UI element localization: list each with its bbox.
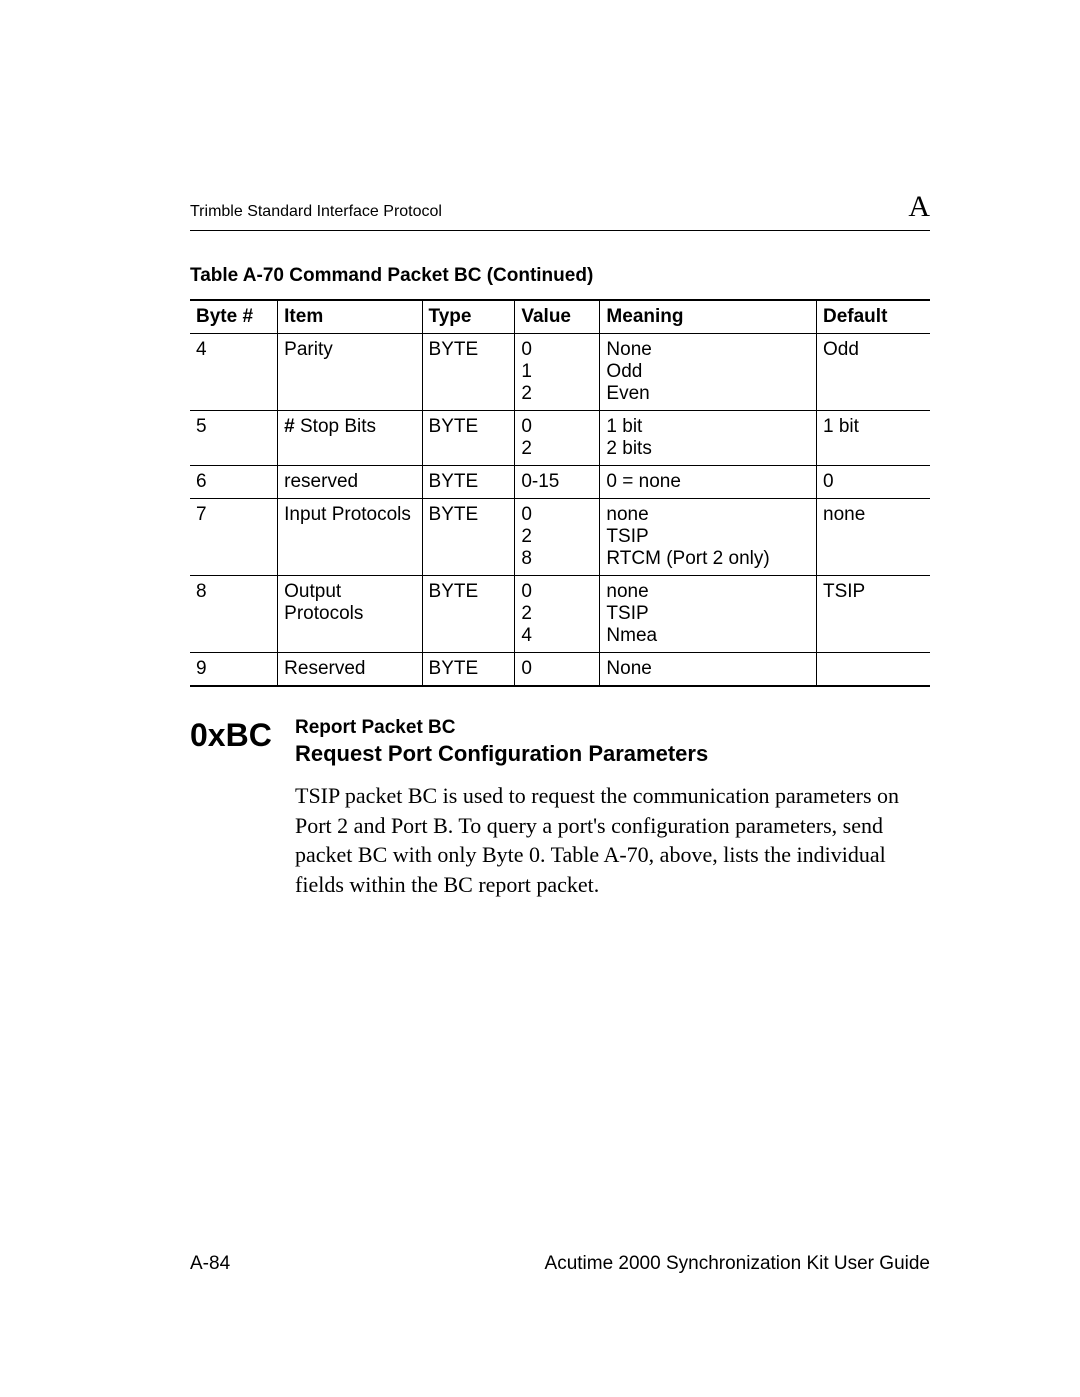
cell-byte: 8 — [190, 576, 278, 653]
col-default: Default — [817, 300, 931, 334]
cell-item: Output Protocols — [278, 576, 422, 653]
command-packet-table: Byte # Item Type Value Meaning Default 4… — [190, 299, 930, 687]
table-caption: Table A-70 Command Packet BC (Continued) — [190, 265, 930, 287]
cell-byte: 5 — [190, 411, 278, 466]
table-row: 8Output ProtocolsBYTE024noneTSIPNmeaTSIP — [190, 576, 930, 653]
cell-type: BYTE — [422, 576, 515, 653]
table-header-row: Byte # Item Type Value Meaning Default — [190, 300, 930, 334]
table-row: 7Input ProtocolsBYTE028noneTSIPRTCM (Por… — [190, 499, 930, 576]
col-type: Type — [422, 300, 515, 334]
cell-value: 0 — [515, 653, 600, 687]
cell-default: none — [817, 499, 931, 576]
footer-title: Acutime 2000 Synchronization Kit User Gu… — [545, 1253, 930, 1275]
section-label: Report Packet BC — [295, 717, 930, 739]
page-number: A-84 — [190, 1253, 230, 1275]
cell-default — [817, 653, 931, 687]
cell-type: BYTE — [422, 466, 515, 499]
cell-byte: 6 — [190, 466, 278, 499]
cell-meaning: noneTSIPRTCM (Port 2 only) — [600, 499, 817, 576]
cell-meaning: None — [600, 653, 817, 687]
cell-item: # Stop Bits — [278, 411, 422, 466]
cell-default: TSIP — [817, 576, 931, 653]
header-left: Trimble Standard Interface Protocol — [190, 203, 442, 221]
cell-type: BYTE — [422, 411, 515, 466]
cell-default: 1 bit — [817, 411, 931, 466]
page-footer: A-84 Acutime 2000 Synchronization Kit Us… — [190, 1253, 930, 1275]
cell-meaning: 0 = none — [600, 466, 817, 499]
col-meaning: Meaning — [600, 300, 817, 334]
col-item: Item — [278, 300, 422, 334]
cell-value: 0-15 — [515, 466, 600, 499]
section-title: Request Port Configuration Parameters — [295, 741, 930, 767]
cell-meaning: 1 bit2 bits — [600, 411, 817, 466]
cell-type: BYTE — [422, 334, 515, 411]
cell-item: Input Protocols — [278, 499, 422, 576]
cell-meaning: NoneOddEven — [600, 334, 817, 411]
cell-type: BYTE — [422, 499, 515, 576]
cell-value: 024 — [515, 576, 600, 653]
cell-value: 012 — [515, 334, 600, 411]
col-byte: Byte # — [190, 300, 278, 334]
cell-byte: 9 — [190, 653, 278, 687]
section-0xbc: 0xBC Report Packet BC Request Port Confi… — [190, 717, 930, 900]
cell-byte: 7 — [190, 499, 278, 576]
table-row: 4ParityBYTE012NoneOddEvenOdd — [190, 334, 930, 411]
table-row: 9ReservedBYTE0None — [190, 653, 930, 687]
table-row: 5# Stop BitsBYTE021 bit2 bits1 bit — [190, 411, 930, 466]
cell-value: 02 — [515, 411, 600, 466]
cell-type: BYTE — [422, 653, 515, 687]
cell-item: Parity — [278, 334, 422, 411]
table-row: 6reservedBYTE0-150 = none0 — [190, 466, 930, 499]
cell-item: reserved — [278, 466, 422, 499]
cell-value: 028 — [515, 499, 600, 576]
cell-byte: 4 — [190, 334, 278, 411]
col-value: Value — [515, 300, 600, 334]
cell-default: Odd — [817, 334, 931, 411]
cell-meaning: noneTSIPNmea — [600, 576, 817, 653]
page-header: Trimble Standard Interface Protocol A — [190, 190, 930, 231]
section-code: 0xBC — [190, 717, 295, 900]
header-section-letter: A — [908, 190, 930, 224]
section-paragraph: TSIP packet BC is used to request the co… — [295, 781, 930, 900]
cell-default: 0 — [817, 466, 931, 499]
cell-item: Reserved — [278, 653, 422, 687]
